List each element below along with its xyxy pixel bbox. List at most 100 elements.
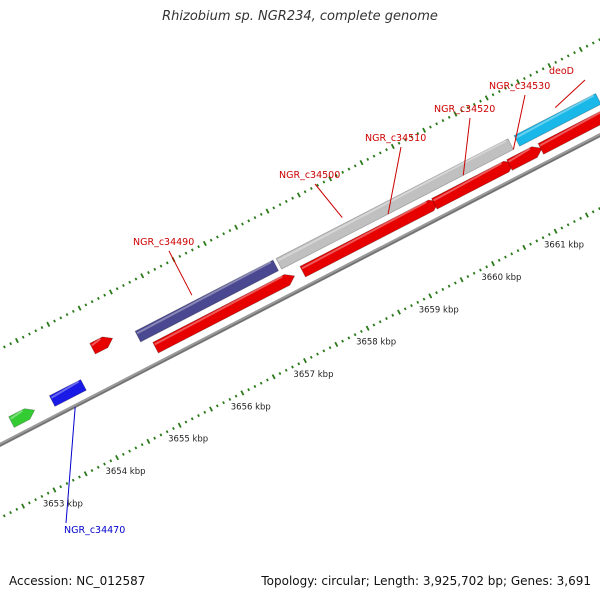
accession-text: Accession: NC_012587 <box>9 574 146 588</box>
gene-feature[interactable] <box>89 336 114 355</box>
tick-mark <box>291 196 294 200</box>
gene-label[interactable]: NGR_c34530 <box>489 81 550 92</box>
tick-mark <box>341 339 344 343</box>
map-title: Rhizobium sp. NGR234, complete genome <box>162 9 438 24</box>
scale-label: 3653 kbp <box>43 499 83 509</box>
gene-label[interactable]: NGR_c34490 <box>133 237 194 248</box>
scale-label: 3654 kbp <box>105 467 145 477</box>
scale-label: 3660 kbp <box>481 273 521 283</box>
tick-mark <box>197 245 200 249</box>
tick-mark <box>165 430 169 434</box>
tick-mark <box>547 62 552 69</box>
tick-mark <box>560 57 564 61</box>
tick-mark <box>159 433 163 437</box>
tick-mark <box>103 462 106 466</box>
tick-mark <box>153 267 157 271</box>
tick-mark <box>529 242 532 246</box>
tick-mark <box>584 212 589 218</box>
tick-mark <box>479 268 482 272</box>
tick-mark <box>309 355 313 359</box>
tick-mark <box>115 454 120 461</box>
tick-mark <box>579 216 583 220</box>
tick-mark <box>128 449 131 453</box>
tick-mark <box>585 44 589 48</box>
tick-mark <box>134 277 138 281</box>
gene-leader-line <box>168 250 193 296</box>
tick-mark <box>591 210 595 214</box>
tick-mark <box>453 281 457 285</box>
tick-mark <box>397 141 401 145</box>
tick-mark <box>316 352 319 356</box>
tick-mark <box>2 514 6 518</box>
tick-mark <box>140 443 144 447</box>
gene-label[interactable]: NGR_c34470 <box>64 525 125 536</box>
tick-mark <box>578 46 583 53</box>
tick-mark <box>428 293 433 299</box>
tick-mark <box>466 274 470 279</box>
gene-feature[interactable] <box>537 110 600 155</box>
gene-feature-highlight <box>91 338 101 347</box>
tick-mark <box>78 475 81 479</box>
tick-mark <box>497 89 501 93</box>
tick-mark <box>52 487 57 493</box>
gene-label[interactable]: NGR_c34520 <box>434 104 495 115</box>
tick-mark <box>466 106 470 110</box>
tick-mark <box>15 507 19 511</box>
gene-labels: NGR_c34470 NGR_c34490 NGR_c34500 NGR_c34510… <box>64 66 586 536</box>
genome-summary-text: Topology: circular; Length: 3,925,702 bp… <box>261 574 591 588</box>
tick-mark <box>159 264 163 268</box>
gene-feature[interactable] <box>513 92 600 147</box>
gene-feature[interactable] <box>506 146 543 171</box>
tick-mark <box>359 159 364 166</box>
tick-mark <box>97 296 100 300</box>
tick-mark <box>272 206 276 210</box>
gene-label[interactable]: deoD <box>549 66 574 77</box>
tick-mark <box>71 478 75 482</box>
tick-mark <box>510 252 514 256</box>
tick-mark <box>416 131 420 136</box>
gene-feature[interactable] <box>275 138 514 270</box>
tick-mark <box>416 300 420 304</box>
tick-mark <box>447 115 451 119</box>
tick-mark <box>216 235 219 239</box>
gene-feature[interactable] <box>8 408 36 428</box>
tick-mark <box>222 232 226 236</box>
gene-feature[interactable] <box>48 379 87 407</box>
tick-mark <box>441 287 445 291</box>
gene-leader-line <box>314 183 343 218</box>
tick-mark <box>366 157 370 161</box>
tick-mark <box>266 378 269 382</box>
tick-mark <box>14 337 19 344</box>
tick-mark <box>353 164 357 168</box>
tick-mark <box>403 138 407 142</box>
tick-mark <box>522 77 526 81</box>
gene-feature[interactable] <box>134 259 280 343</box>
tick-mark <box>453 111 458 117</box>
tick-mark <box>573 220 576 224</box>
gene-label[interactable]: NGR_c34510 <box>365 133 426 144</box>
gene-leader-line <box>554 79 586 108</box>
outer-tick-track <box>3 38 600 349</box>
tick-mark <box>516 249 520 253</box>
tick-mark <box>197 414 200 418</box>
tick-mark <box>403 307 407 311</box>
tick-mark <box>96 465 100 469</box>
tick-mark <box>84 303 88 307</box>
gene-feature-highlight <box>539 111 600 147</box>
tick-mark <box>265 208 270 214</box>
genome-backbone <box>0 132 600 448</box>
scale-label: 3656 kbp <box>231 402 271 412</box>
tick-mark <box>328 346 332 350</box>
tick-mark <box>278 203 282 207</box>
tick-mark <box>178 254 182 258</box>
tick-mark <box>541 67 545 71</box>
tick-mark <box>547 232 551 236</box>
tick-mark <box>59 316 63 320</box>
tick-mark <box>247 219 251 223</box>
tick-mark <box>3 345 6 349</box>
tick-mark <box>253 384 257 388</box>
tick-mark <box>490 260 495 267</box>
tick-mark <box>9 511 12 515</box>
gene-label[interactable]: NGR_c34500 <box>279 170 340 181</box>
gene-feature[interactable] <box>152 274 296 354</box>
